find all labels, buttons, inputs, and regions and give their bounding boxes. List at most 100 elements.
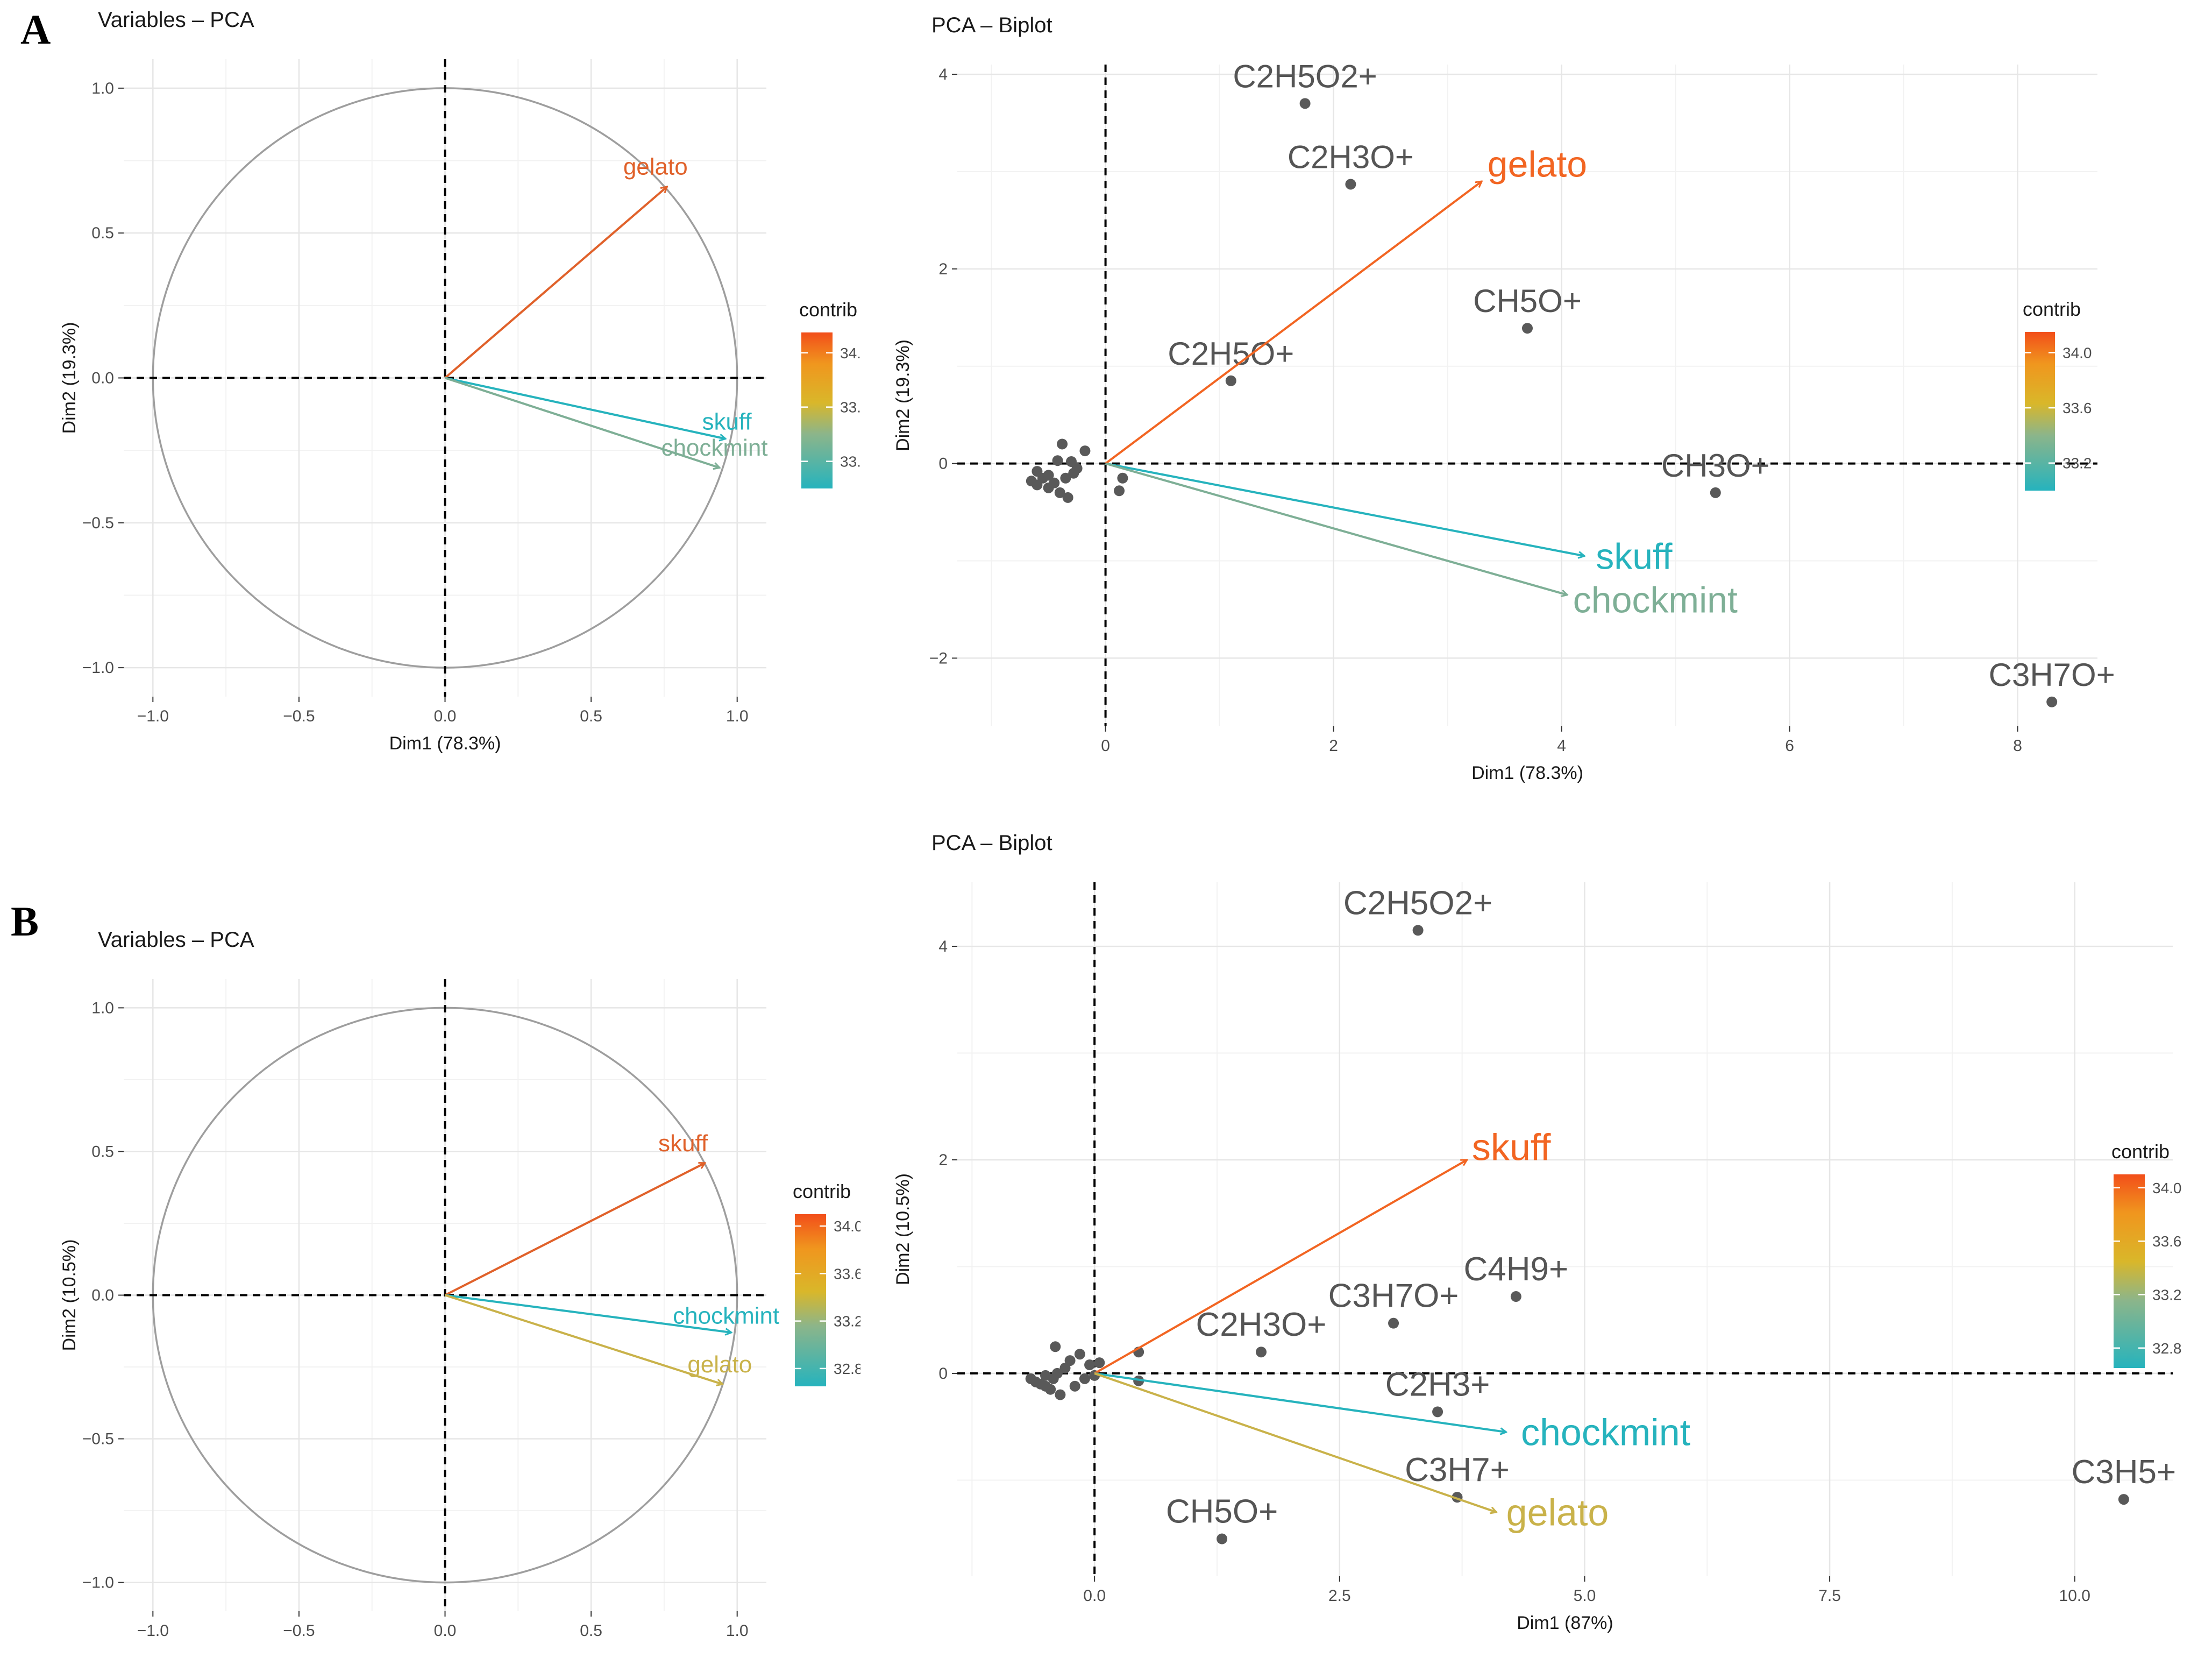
vector-label-chockmint: chockmint	[661, 435, 767, 461]
vector-label-skuff: skuff	[1472, 1126, 1551, 1168]
point-label-c2h3: C2H3+	[1385, 1366, 1490, 1403]
variables-pca-chart-a: −1.0 −0.5 0.0 0.5 1.0 −1.0 −0.5 0.0 0.5 1.0 Variab…	[59, 8, 860, 754]
individual-point	[1045, 1384, 1056, 1395]
legend-tick-label: 34.0	[840, 345, 860, 362]
point-label-c3h7: C3H7+	[1405, 1451, 1510, 1489]
individual-point	[1094, 1357, 1105, 1369]
x-axis-label: Dim1 (87%)	[1517, 1613, 1613, 1633]
individual-point	[1043, 470, 1054, 481]
point-label-c2h5o: C2H5O+	[1168, 336, 1294, 372]
y-tick-label: −2	[929, 649, 948, 667]
individual-point	[1054, 487, 1065, 498]
y-tick-label: 1.0	[91, 999, 114, 1017]
chart-title: Variables – PCA	[98, 928, 254, 952]
x-tick-label: −0.5	[283, 1622, 315, 1638]
individual-point-c2h5o2	[1412, 925, 1424, 936]
x-tick-label: 7.5	[1818, 1587, 1841, 1605]
point-label-c2h3o: C2H3O+	[1288, 139, 1414, 175]
individual-point	[1117, 472, 1128, 484]
pca-biplot-chart-a: 0 2 4 6 8 −2 0 2 4 PCA – Biplot Dim1 (78.3%) Dim2 (…	[893, 13, 2115, 783]
vector-skuff	[1094, 1159, 1467, 1374]
vector-label-gelato: gelato	[687, 1351, 752, 1378]
individual-point-c2h3	[1432, 1406, 1443, 1418]
vector-label-chockmint: chockmint	[1521, 1412, 1690, 1454]
individual-point	[1051, 1368, 1063, 1379]
individual-point	[1052, 455, 1063, 466]
y-tick-label: 0.0	[91, 1287, 114, 1305]
individual-point	[1049, 477, 1060, 488]
y-tick-label: 0.5	[91, 224, 114, 242]
individual-point	[1071, 463, 1083, 474]
y-axis-label: Dim2 (19.3%)	[59, 322, 80, 434]
individual-point-c3h7o	[1388, 1317, 1399, 1329]
y-tick-label: −1.0	[82, 1574, 114, 1592]
individual-point-c2h5o2	[1299, 98, 1311, 109]
legend-title: contrib	[793, 1180, 851, 1202]
point-label-ch3o: CH3O+	[1661, 448, 1770, 484]
point-label-ch5o: CH5O+	[1166, 1493, 1278, 1531]
legend-tick-label: 33.6	[840, 399, 860, 416]
individual-point	[1133, 1375, 1144, 1386]
chart-title: PCA – Biplot	[931, 13, 1052, 37]
variables-pca-chart-b: −1.0 −0.5 0.0 0.5 1.0 −1.0 −0.5 0.0 0.5 1.0 Variab…	[59, 928, 860, 1638]
vector-label-skuff: skuff	[702, 409, 752, 435]
individual-point	[1079, 1373, 1090, 1384]
vector-chockmint	[445, 1294, 731, 1333]
legend-tick-label: 33.2	[2152, 1286, 2182, 1303]
individual-point	[1060, 472, 1071, 484]
y-tick-label: 0.0	[91, 370, 114, 387]
legend-colorbar	[2025, 332, 2055, 491]
y-tick-label: 2	[938, 1151, 948, 1169]
point-label-c4h9: C4H9+	[1464, 1251, 1569, 1288]
vector-chockmint	[1094, 1372, 1506, 1432]
individual-point-ch5o	[1522, 323, 1533, 334]
vector-chockmint	[444, 377, 720, 468]
individual-point	[1074, 1349, 1085, 1360]
point-label-c3h7o: C3H7O+	[1328, 1278, 1459, 1315]
individual-point-c2h5o	[1225, 375, 1236, 386]
x-tick-label: 2	[1329, 737, 1338, 755]
legend-title: contrib	[2111, 1140, 2170, 1163]
x-tick-label: 10.0	[2059, 1587, 2090, 1605]
vector-label-chockmint: chockmint	[1573, 580, 1738, 621]
individual-point	[1055, 1389, 1066, 1400]
x-tick-label: 0.5	[580, 707, 602, 725]
vector-label-gelato: gelato	[1506, 1491, 1609, 1533]
y-tick-label: −0.5	[82, 514, 114, 532]
point-label-ch5o: CH5O+	[1473, 283, 1582, 319]
x-tick-label: 1.0	[726, 1622, 749, 1638]
x-tick-label: −1.0	[137, 1622, 169, 1638]
grid-lines	[957, 882, 2173, 1576]
x-axis-label: Dim1 (78.3%)	[389, 733, 501, 754]
x-tick-label: 0.0	[1083, 1587, 1106, 1605]
vector-chockmint	[1105, 462, 1568, 595]
x-tick-label: −1.0	[137, 707, 169, 725]
y-axis-label: Dim2 (19.3%)	[893, 339, 913, 451]
legend-tick-label: 34.0	[834, 1218, 860, 1235]
pca-biplot-chart-b: 0.0 2.5 5.0 7.5 10.0 0 2 4 PCA – Biplot Dim1 (87%…	[893, 831, 2182, 1633]
y-tick-label: 4	[938, 938, 948, 955]
individual-point	[1064, 1355, 1076, 1366]
legend-colorbar	[801, 332, 833, 488]
y-tick-label: −1.0	[82, 659, 114, 677]
panel-letter-a: A	[20, 6, 51, 53]
individual-point	[1069, 1380, 1080, 1392]
legend-tick-label: 34.0	[2152, 1180, 2182, 1196]
legend-title: contrib	[2023, 298, 2081, 320]
legend-tick-label: 33.6	[2062, 400, 2092, 416]
individual-point	[1084, 1359, 1096, 1371]
legend-tick-label: 33.6	[834, 1265, 860, 1282]
point-label-c2h3o: C2H3O+	[1196, 1306, 1327, 1343]
legend-tick-label: 33.2	[840, 454, 860, 470]
y-tick-label: 0.5	[91, 1143, 114, 1160]
point-label-c2h5o2: C2H5O2+	[1233, 58, 1377, 94]
individual-point-c2h3o	[1256, 1347, 1267, 1358]
x-tick-label: 0	[1101, 737, 1110, 755]
y-tick-label: 0	[938, 1365, 948, 1383]
legend-tick-label: 32.8	[834, 1361, 860, 1377]
chart-title: Variables – PCA	[98, 8, 254, 32]
legend-tick-label: 33.2	[834, 1313, 860, 1330]
point-label-c3h7o: C3H7O+	[1989, 657, 2115, 693]
x-tick-label: 6	[1785, 737, 1794, 755]
vector-skuff	[444, 1163, 705, 1296]
